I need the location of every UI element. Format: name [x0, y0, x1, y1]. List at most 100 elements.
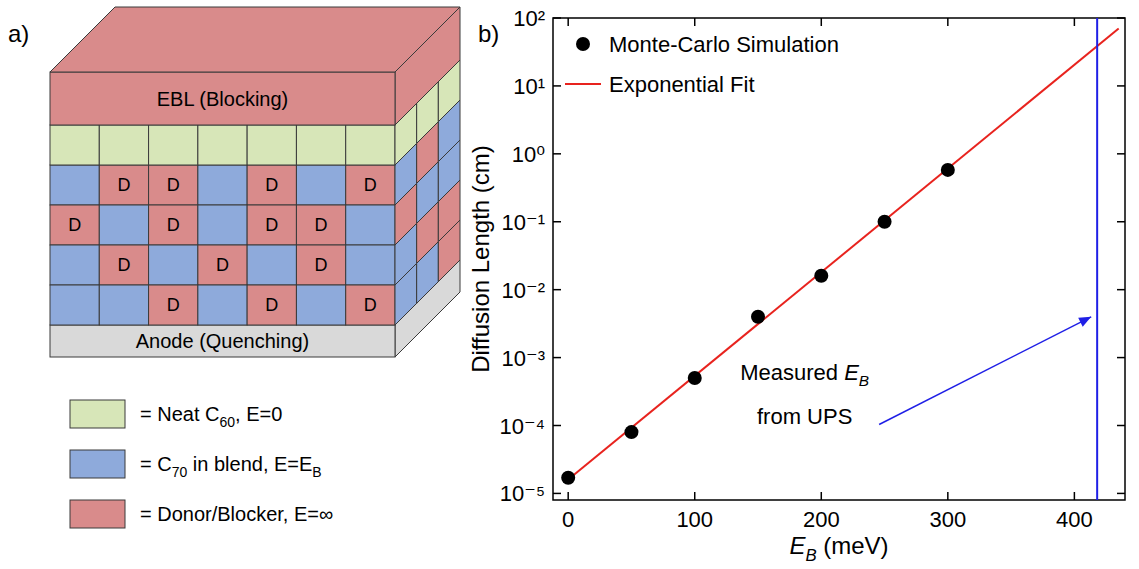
- y-tick: [1117, 493, 1125, 495]
- y-tick: [1117, 289, 1125, 291]
- text-run: , E=0: [235, 403, 282, 425]
- cell-label: D: [167, 175, 180, 195]
- ebl-front: [50, 72, 395, 125]
- y-tick: [553, 425, 561, 427]
- x-tick-label: 200: [803, 507, 840, 532]
- blend-cell: [346, 205, 395, 245]
- donor-side-cell: [438, 220, 460, 282]
- blend-side-cell: [395, 263, 417, 325]
- y-tick: [553, 493, 561, 495]
- blend-cell: [198, 205, 247, 245]
- panel-b: b)010020030040010⁻⁵10⁻⁴10⁻³10⁻²10⁻¹10⁰10…: [467, 6, 1125, 565]
- cell-label: D: [364, 175, 377, 195]
- y-tick: [1117, 425, 1125, 427]
- y-tick: [1117, 357, 1125, 359]
- donor-cell: [346, 285, 395, 325]
- neat-cell: [149, 125, 198, 165]
- text-run: from UPS: [757, 404, 852, 429]
- blend-cell: [50, 285, 99, 325]
- data-point: [624, 425, 638, 439]
- x-tick: [694, 492, 696, 500]
- neat-cell: [296, 125, 345, 165]
- y-tick-label: 10⁻²: [502, 278, 545, 303]
- y-tick: [1117, 153, 1125, 155]
- panel-label: a): [8, 20, 29, 47]
- x-tick-label: 300: [929, 507, 966, 532]
- text-run: B: [805, 546, 816, 565]
- x-tick: [694, 18, 696, 26]
- y-tick: [553, 221, 561, 223]
- data-point: [751, 310, 765, 324]
- annotation-arrow: [879, 317, 1091, 425]
- y-axis-title: Diffusion Length (cm): [467, 145, 494, 373]
- cell-label: D: [265, 215, 278, 235]
- donor-cell: [99, 165, 148, 205]
- blend-cell: [296, 165, 345, 205]
- donor-cell: [296, 245, 345, 285]
- neat-cell: [346, 125, 395, 165]
- text-run: B: [859, 372, 869, 389]
- x-tick: [567, 18, 569, 26]
- donor-cell: [247, 285, 296, 325]
- arrow-head: [1078, 317, 1091, 327]
- panel-a: a)Anode (Quenching)DDDDDDDDDDDDDDEBL (Bl…: [8, 7, 460, 528]
- cell-label: D: [167, 215, 180, 235]
- y-tick: [553, 357, 561, 359]
- blend-cell: [198, 165, 247, 205]
- blend-cell: [99, 285, 148, 325]
- donor-cell: [149, 165, 198, 205]
- legend-label: = Neat C60, E=0: [140, 403, 282, 430]
- anode-front: [50, 325, 395, 357]
- y-tick: [1117, 85, 1125, 87]
- blend-cell: [247, 245, 296, 285]
- legend-line: [565, 83, 601, 85]
- blend-cell: [50, 165, 99, 205]
- y-tick: [553, 289, 561, 291]
- x-tick-label: 400: [1056, 507, 1093, 532]
- legend: Monte-Carlo SimulationExponential Fit: [565, 32, 839, 97]
- data-point: [878, 215, 892, 229]
- text-run: = C: [140, 453, 172, 475]
- legend-swatch: [70, 450, 125, 478]
- annotation-text: Measured EB: [740, 360, 869, 390]
- text-run: E: [789, 532, 806, 559]
- ebl-top: [50, 7, 460, 72]
- x-tick: [821, 18, 823, 26]
- plot-frame: [553, 18, 1125, 500]
- donor-cell: [149, 285, 198, 325]
- donor-cell: [296, 205, 345, 245]
- text-run: (meV): [817, 532, 889, 559]
- legend-marker: [576, 37, 590, 51]
- cell-label: D: [265, 295, 278, 315]
- donor-cell: [247, 205, 296, 245]
- y-tick-label: 10⁰: [512, 142, 545, 167]
- donor-cell: [346, 165, 395, 205]
- cell-label: D: [364, 295, 377, 315]
- fit-line: [568, 29, 1118, 480]
- cell-label: D: [216, 255, 229, 275]
- cell-label: D: [68, 215, 81, 235]
- x-axis-title: EB (meV): [789, 532, 888, 565]
- donor-cell: [247, 165, 296, 205]
- y-tick-label: 10⁻¹: [502, 210, 545, 235]
- panel-label: b): [478, 20, 499, 47]
- text-run: = Donor/Blocker, E=∞: [140, 503, 333, 525]
- blend-cell: [149, 245, 198, 285]
- data-point: [941, 163, 955, 177]
- blend-cell: [346, 245, 395, 285]
- text-run: = Neat C: [140, 403, 219, 425]
- x-tick: [947, 492, 949, 500]
- legend-label: = Donor/Blocker, E=∞: [140, 503, 333, 525]
- cell-label: D: [117, 175, 130, 195]
- blend-cell: [198, 285, 247, 325]
- plot-marks: [561, 18, 1118, 500]
- x-tick: [1074, 18, 1076, 26]
- cell-label: D: [315, 255, 328, 275]
- x-tick: [567, 492, 569, 500]
- text-run: 60: [219, 414, 235, 430]
- cell-label: D: [117, 255, 130, 275]
- cell-label: D: [265, 175, 278, 195]
- y-tick-label: 10⁻³: [502, 346, 545, 371]
- blend-cell: [296, 285, 345, 325]
- donor-cell: [50, 205, 99, 245]
